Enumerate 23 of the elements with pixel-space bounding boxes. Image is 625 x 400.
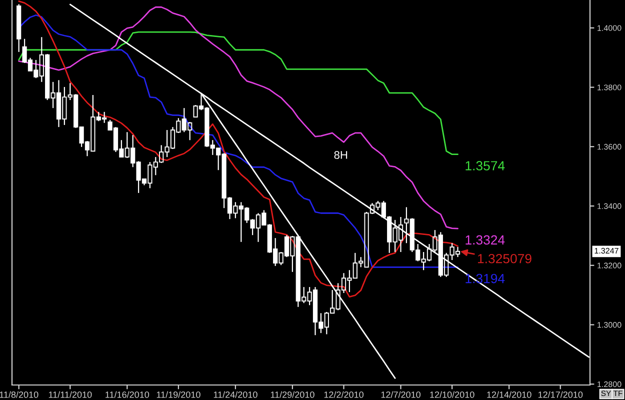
annotation: 1.3247 bbox=[594, 248, 618, 254]
x-tick-label: 12/17/2010 bbox=[538, 391, 583, 398]
y-tick-label: 1.3400 bbox=[598, 203, 622, 210]
x-tick-label: 11/8/2010 bbox=[0, 391, 38, 398]
y-tick-label: 1.3000 bbox=[598, 322, 622, 328]
y-tick-label: 1.4000 bbox=[598, 25, 622, 31]
series-label: 1.3324 bbox=[466, 235, 505, 245]
annotation: 1.325079 bbox=[478, 254, 532, 264]
x-tick-label: 11/19/2010 bbox=[156, 391, 200, 398]
x-tick-label: 11/11/2010 bbox=[48, 391, 92, 398]
x-tick-label: 12/10/2010 bbox=[430, 391, 474, 398]
x-tick-label: 11/16/2010 bbox=[106, 391, 150, 398]
y-tick-label: 1.2800 bbox=[598, 381, 622, 388]
x-tick-label: 11/29/2010 bbox=[270, 391, 314, 398]
y-tick-label: 1.3800 bbox=[598, 84, 622, 90]
x-tick-label: 12/14/2010 bbox=[487, 391, 532, 398]
series-label: 1.3574 bbox=[466, 161, 505, 170]
x-tick-label: 12/2/2010 bbox=[324, 391, 364, 398]
annotation: 8H bbox=[334, 151, 348, 159]
y-tick-label: 1.3200 bbox=[598, 262, 622, 268]
y-tick-label: 1.3600 bbox=[598, 144, 622, 150]
x-tick-label: 11/24/2010 bbox=[214, 391, 258, 398]
x-tick-label: 12/7/2010 bbox=[381, 391, 420, 398]
